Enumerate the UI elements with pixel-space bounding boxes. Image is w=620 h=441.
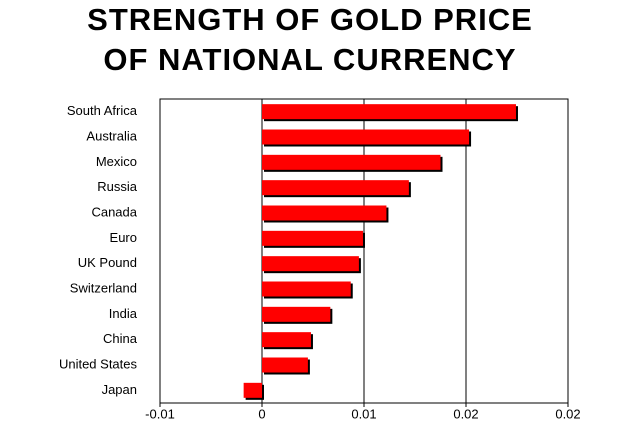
x-tick-label: 0.01 [351,406,376,421]
bar [262,306,331,322]
y-tick-label: India [109,306,138,321]
bar [262,129,470,145]
y-tick-label: Australia [86,128,137,143]
chart-title: OF NATIONAL CURRENCY [103,42,516,77]
y-tick-label: Euro [110,230,137,245]
y-tick-label: Japan [102,382,137,397]
y-tick-label: China [103,331,138,346]
x-tick-label: 0.02 [555,406,580,421]
bar [262,357,308,373]
bar [262,154,441,170]
y-tick-label: Russia [97,179,138,194]
y-tick-label: Switzerland [70,280,137,295]
bar [262,332,311,348]
y-tick-label: UK Pound [78,255,137,270]
bar [262,256,359,272]
bar [243,382,262,398]
bar [262,104,516,120]
bar [262,281,351,297]
y-tick-label: South Africa [67,103,138,118]
bar [262,230,363,246]
x-tick-label: -0.01 [145,406,175,421]
x-tick-label: 0.02 [453,406,478,421]
y-tick-label: United States [59,356,138,371]
y-tick-label: Canada [91,204,137,219]
bar [262,205,387,221]
x-tick-label: 0 [258,406,265,421]
chart-title: STRENGTH OF GOLD PRICE [87,2,533,37]
y-tick-label: Mexico [96,154,137,169]
bar [262,180,409,196]
